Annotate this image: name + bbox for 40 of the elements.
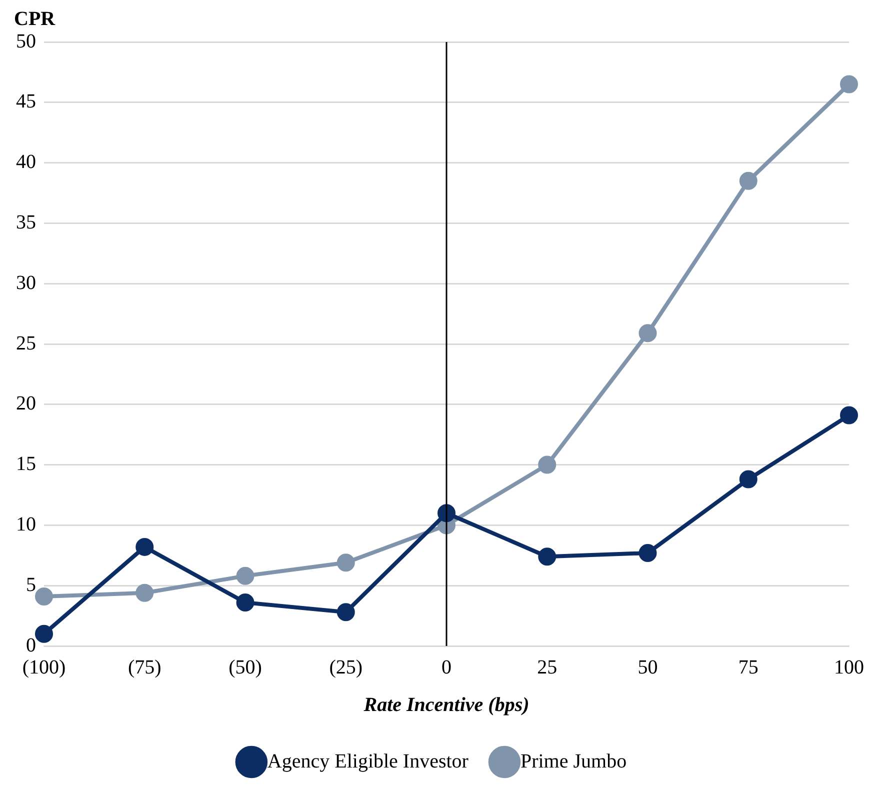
x-tick-label: 100 <box>834 656 864 678</box>
legend-label: Agency Eligible Investor <box>267 750 469 772</box>
point <box>236 594 254 612</box>
point <box>136 584 154 602</box>
point <box>35 624 53 643</box>
point <box>336 554 355 572</box>
y-tick-label: 20 <box>16 392 36 415</box>
x-tick-label: 25 <box>537 656 558 678</box>
y-tick-label: 15 <box>16 453 36 476</box>
point <box>236 566 254 585</box>
y-tick-label: 25 <box>16 332 36 354</box>
point <box>840 406 858 424</box>
legend-label: Prime Jumbo <box>520 750 627 772</box>
y-tick-label: 45 <box>16 90 36 113</box>
point <box>638 544 657 562</box>
x-axis-title: Rate Incentive (bps) <box>362 694 530 716</box>
y-tick-label: 5 <box>26 574 36 596</box>
point <box>739 470 758 488</box>
y-tick-label: 30 <box>16 272 36 294</box>
x-tick-label: (50) <box>228 656 262 678</box>
y-tick-label: 40 <box>16 151 36 174</box>
point <box>840 75 858 94</box>
x-tick-label: (75) <box>128 656 162 678</box>
point <box>35 587 53 606</box>
point <box>136 538 154 556</box>
x-tick-label: (25) <box>329 656 363 678</box>
x-tick-label: (100) <box>22 656 66 678</box>
point <box>638 324 657 342</box>
point <box>538 548 556 566</box>
y-tick-label: 35 <box>16 211 36 234</box>
x-tick-label: 0 <box>442 656 452 678</box>
y-tick-label: 10 <box>16 513 36 536</box>
point <box>336 603 355 622</box>
y-tick-label: 50 <box>16 30 36 52</box>
x-tick-label: 50 <box>638 656 658 678</box>
point <box>538 456 556 474</box>
x-tick-label: 75 <box>738 656 758 678</box>
point <box>739 172 758 190</box>
y-axis-title: CPR <box>14 8 56 30</box>
y-tick-label: 0 <box>26 634 36 656</box>
